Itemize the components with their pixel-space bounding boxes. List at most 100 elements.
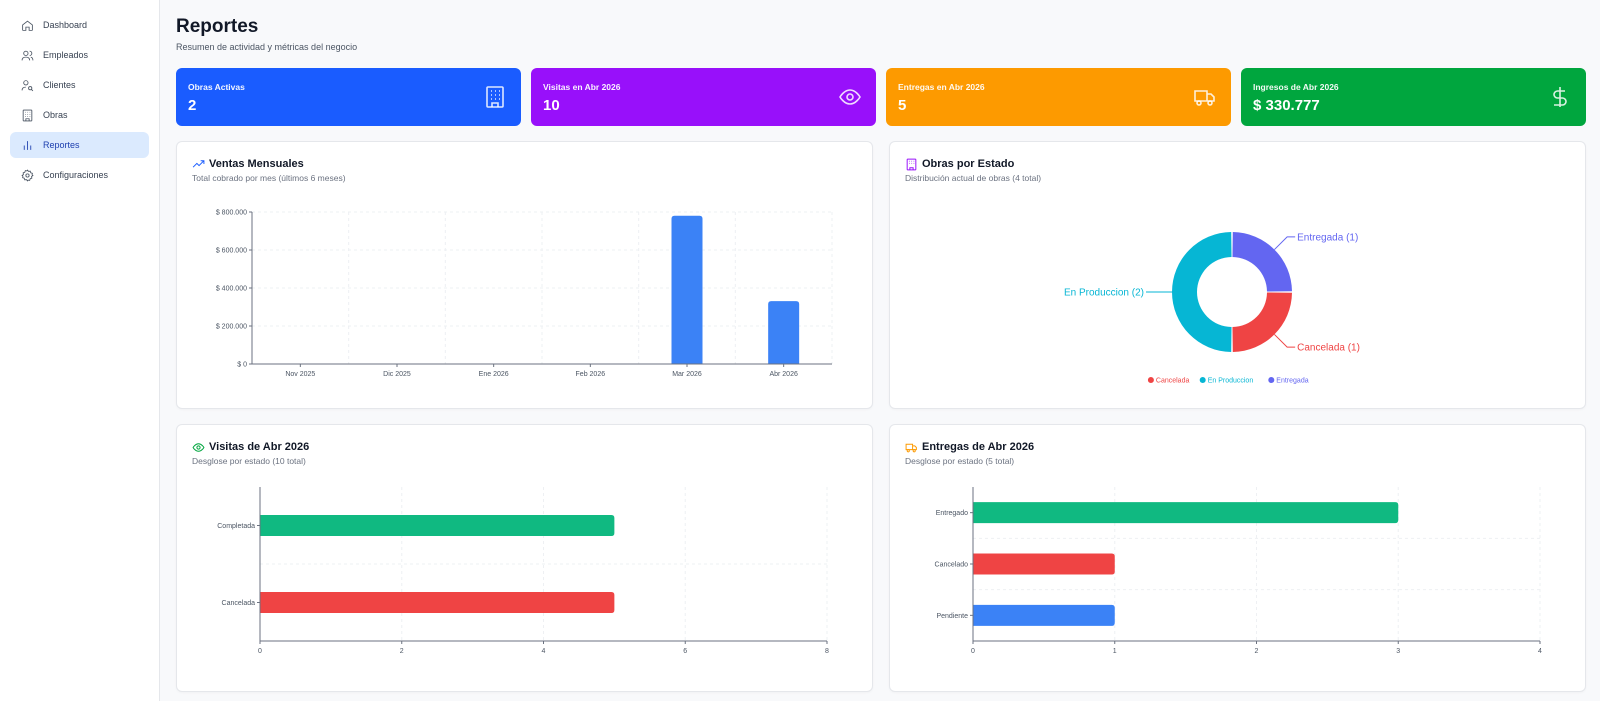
x-tick-label: 2 bbox=[1255, 648, 1259, 655]
obras-card: Obras por Estado Distribución actual de … bbox=[889, 141, 1586, 409]
sidebar-item-empleados[interactable]: Empleados bbox=[10, 42, 149, 68]
slice-label: Cancelada (1) bbox=[1297, 343, 1360, 354]
obras-chart: Cancelada (1) En Produccion (2) Entregada … bbox=[1064, 232, 1360, 385]
slice-label: Entregada (1) bbox=[1297, 232, 1358, 243]
pie-slice bbox=[1232, 292, 1292, 352]
pie-slice bbox=[1172, 232, 1232, 352]
x-tick-label: Nov 2025 bbox=[285, 371, 315, 378]
x-tick-label: Ene 2026 bbox=[479, 371, 509, 378]
bar bbox=[973, 604, 1115, 626]
bar bbox=[768, 301, 800, 364]
bar bbox=[260, 515, 615, 536]
main-content: Reportes Resumen de actividad y métricas… bbox=[160, 0, 1600, 701]
stat-card-obras-activas: Obras Activas 2 bbox=[176, 68, 521, 126]
stat-value: 10 bbox=[543, 97, 560, 114]
x-tick-label: Abr 2026 bbox=[769, 371, 798, 378]
y-tick-label: $ 400.000 bbox=[216, 286, 247, 293]
entregas-chart: 0 1 2 3 4 Entregado Cancelado Pendiente bbox=[935, 487, 1542, 655]
page-subtitle: Resumen de actividad y métricas del nego… bbox=[176, 42, 358, 52]
y-tick-label: $ 200.000 bbox=[216, 324, 247, 331]
bar bbox=[973, 553, 1115, 575]
x-tick-label: 6 bbox=[683, 648, 687, 655]
x-tick-label: Dic 2025 bbox=[383, 371, 411, 378]
stat-value: 2 bbox=[188, 97, 197, 114]
stat-label: Obras Activas bbox=[188, 82, 245, 92]
slice-label-line bbox=[1274, 334, 1296, 348]
card-title: Visitas de Abr 2026 bbox=[209, 441, 310, 453]
x-tick-label: Feb 2026 bbox=[576, 371, 606, 378]
sidebar-item-clientes[interactable]: Clientes bbox=[10, 72, 149, 98]
card-subtitle: Desglose por estado (5 total) bbox=[905, 456, 1015, 466]
bar bbox=[260, 592, 615, 613]
x-tick-label: 0 bbox=[971, 648, 975, 655]
truck-icon bbox=[1193, 85, 1217, 109]
building-icon bbox=[905, 158, 918, 171]
dollar-icon bbox=[1548, 85, 1572, 109]
y-tick-label: $ 800.000 bbox=[216, 210, 247, 217]
stat-card-visitas: Visitas en Abr 2026 10 bbox=[531, 68, 876, 126]
gear-icon bbox=[20, 168, 34, 182]
card-subtitle: Total cobrado por mes (últimos 6 meses) bbox=[192, 173, 346, 183]
x-tick-label: Mar 2026 bbox=[672, 371, 702, 378]
sidebar-item-label: Reportes bbox=[43, 140, 80, 150]
sidebar-item-label: Clientes bbox=[43, 80, 76, 90]
stat-label: Visitas en Abr 2026 bbox=[543, 82, 621, 92]
card-title: Obras por Estado bbox=[922, 158, 1015, 170]
home-icon bbox=[20, 18, 34, 32]
bar bbox=[973, 502, 1399, 524]
users-icon bbox=[20, 48, 34, 62]
card-title: Ventas Mensuales bbox=[209, 158, 304, 170]
y-tick-label: $ 600.000 bbox=[216, 248, 247, 255]
y-tick-label: Entregado bbox=[936, 510, 968, 517]
ventas-card: Ventas Mensuales Total cobrado por mes (… bbox=[176, 141, 873, 409]
sidebar-item-label: Empleados bbox=[43, 50, 89, 60]
pie-slice bbox=[1232, 232, 1292, 292]
eye-icon bbox=[838, 85, 862, 109]
building-icon bbox=[20, 108, 34, 122]
ventas-chart: $ 0 $ 200.000 $ 400.000 $ 600.000 $ 800.000 N… bbox=[216, 210, 833, 378]
sidebar: Dashboard Empleados Clientes Obras Repor… bbox=[0, 0, 160, 701]
x-tick-label: 0 bbox=[258, 648, 262, 655]
y-tick-label: $ 0 bbox=[237, 362, 247, 369]
y-tick-label: Pendiente bbox=[936, 613, 968, 620]
sidebar-item-dashboard[interactable]: Dashboard bbox=[10, 12, 149, 38]
user-search-icon bbox=[20, 78, 34, 92]
x-tick-label: 8 bbox=[825, 648, 829, 655]
sidebar-item-obras[interactable]: Obras bbox=[10, 102, 149, 128]
sidebar-item-configuraciones[interactable]: Configuraciones bbox=[10, 162, 149, 188]
trending-up-icon bbox=[192, 158, 205, 171]
page-title: Reportes bbox=[176, 16, 259, 37]
x-tick-label: 4 bbox=[542, 648, 546, 655]
card-subtitle: Distribución actual de obras (4 total) bbox=[905, 173, 1042, 183]
slice-label-line bbox=[1274, 236, 1296, 250]
stat-value: 5 bbox=[898, 97, 907, 114]
building-icon bbox=[483, 85, 507, 109]
legend-marker bbox=[1268, 377, 1275, 383]
bar-chart-icon bbox=[20, 138, 34, 152]
y-tick-label: Completada bbox=[217, 523, 255, 530]
eye-icon bbox=[192, 441, 205, 454]
card-subtitle: Desglose por estado (10 total) bbox=[192, 456, 306, 466]
x-tick-label: 2 bbox=[400, 648, 404, 655]
x-tick-label: 4 bbox=[1538, 648, 1542, 655]
stat-label: Entregas en Abr 2026 bbox=[898, 82, 985, 92]
sidebar-item-reportes[interactable]: Reportes bbox=[10, 132, 149, 158]
slice-label: En Produccion (2) bbox=[1064, 288, 1144, 299]
stat-label: Ingresos de Abr 2026 bbox=[1253, 82, 1339, 92]
visitas-card: Visitas de Abr 2026 Desglose por estado … bbox=[176, 424, 873, 692]
entregas-card: Entregas de Abr 2026 Desglose por estado… bbox=[889, 424, 1586, 692]
legend-marker bbox=[1147, 377, 1154, 383]
legend-marker bbox=[1199, 377, 1206, 383]
sidebar-item-label: Dashboard bbox=[43, 20, 88, 30]
legend-label: En Produccion bbox=[1208, 378, 1254, 385]
stat-card-ingresos: Ingresos de Abr 2026 $ 330.777 bbox=[1241, 68, 1586, 126]
bar bbox=[671, 215, 703, 364]
legend-label: Entregada bbox=[1276, 378, 1308, 385]
stat-card-entregas: Entregas en Abr 2026 5 bbox=[886, 68, 1231, 126]
card-title: Entregas de Abr 2026 bbox=[922, 441, 1035, 453]
sidebar-item-label: Obras bbox=[43, 110, 68, 120]
truck-icon bbox=[905, 441, 918, 454]
y-tick-label: Cancelado bbox=[935, 562, 969, 569]
sidebar-item-label: Configuraciones bbox=[43, 170, 109, 180]
legend-label: Cancelada bbox=[1156, 378, 1190, 385]
